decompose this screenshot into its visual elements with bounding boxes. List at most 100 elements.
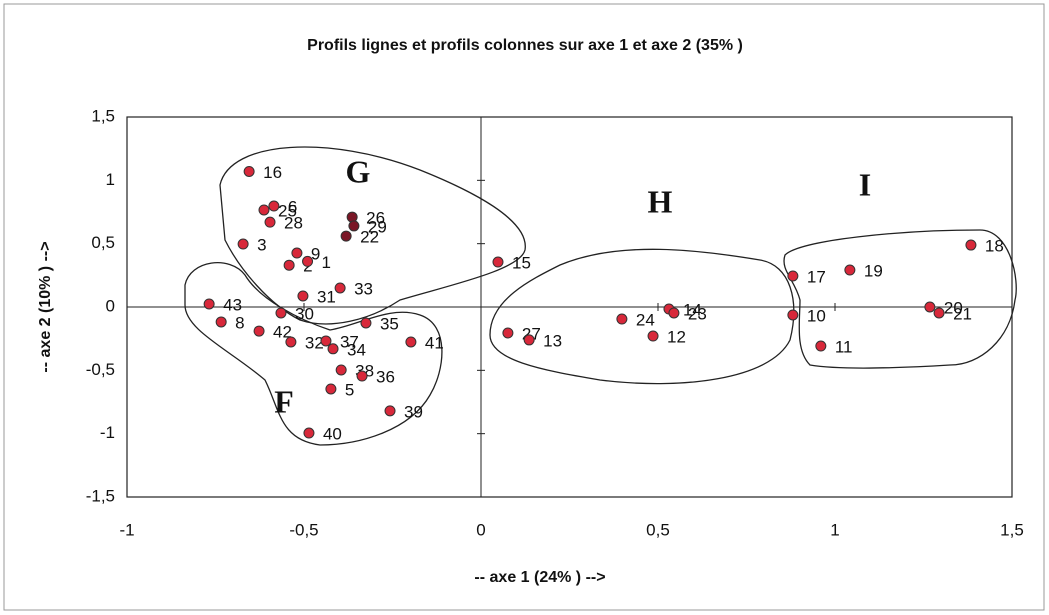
point-label: 23	[688, 304, 707, 323]
point	[360, 317, 372, 329]
chart-title: Profils lignes et profils colonnes sur a…	[307, 37, 743, 54]
point-label: 6	[288, 198, 297, 217]
point-label: 24	[636, 311, 655, 330]
x-tick-label: -0,5	[289, 520, 318, 539]
point	[933, 307, 945, 319]
x-axis-label: -- axe 1 (24% ) -->	[474, 569, 605, 586]
point-label: 41	[425, 333, 444, 352]
group-outline	[783, 229, 1017, 369]
point	[325, 383, 337, 395]
point	[237, 238, 249, 250]
point	[616, 313, 628, 325]
point	[492, 256, 504, 268]
group-label: F	[274, 383, 294, 419]
point-label: 19	[864, 261, 883, 280]
point	[297, 290, 309, 302]
group-outline	[489, 248, 795, 385]
point	[346, 211, 358, 223]
point-label: 36	[376, 368, 395, 387]
point	[334, 282, 346, 294]
group-label: H	[648, 183, 673, 219]
point-label: 42	[273, 323, 292, 342]
point	[384, 405, 396, 417]
point-label: 20	[944, 298, 963, 317]
group-label: I	[859, 166, 871, 202]
point	[302, 255, 314, 267]
point	[320, 335, 332, 347]
y-tick-label: 1,5	[91, 106, 115, 125]
point-label: 16	[263, 163, 282, 182]
y-tick-label: 0,5	[91, 233, 115, 252]
point	[348, 220, 360, 232]
point	[965, 239, 977, 251]
point	[647, 330, 659, 342]
point-label: 21	[953, 304, 972, 323]
point	[268, 200, 280, 212]
point	[844, 264, 856, 276]
point	[340, 230, 352, 242]
point-label: 34	[347, 340, 366, 359]
point-label: 14	[683, 301, 702, 320]
point	[258, 204, 270, 216]
point	[787, 309, 799, 321]
point	[668, 307, 680, 319]
point-label: 18	[985, 237, 1004, 256]
y-tick-label: 1	[106, 170, 115, 189]
point	[275, 307, 287, 319]
point-label: 3	[257, 236, 266, 255]
y-tick-label: -1	[100, 423, 115, 442]
group-outline	[184, 262, 443, 446]
y-tick-label: -1,5	[86, 486, 115, 505]
point-label: 37	[340, 332, 359, 351]
point	[203, 298, 215, 310]
point-label: 15	[512, 254, 531, 273]
point-label: 39	[404, 402, 423, 421]
point	[924, 301, 936, 313]
y-axis-label: -- axe 2 (10% ) -->	[37, 241, 54, 372]
point-label: 10	[807, 306, 826, 325]
point	[285, 336, 297, 348]
y-tick-label: 0	[106, 296, 115, 315]
point-label: 31	[317, 287, 336, 306]
point-label: 29	[368, 217, 387, 236]
point	[815, 340, 827, 352]
point-label: 17	[807, 267, 826, 286]
group-label: G	[346, 153, 371, 189]
x-tick-label: 1,5	[1000, 520, 1024, 539]
point	[253, 325, 265, 337]
x-tick-label: -1	[119, 520, 134, 539]
y-tick-label: -0,5	[86, 360, 115, 379]
point-label: 12	[667, 327, 686, 346]
point	[215, 316, 227, 328]
point-label: 9	[311, 245, 320, 264]
point	[356, 370, 368, 382]
point-label: 32	[305, 333, 324, 352]
point	[502, 327, 514, 339]
point-label: 43	[223, 295, 242, 314]
point	[291, 247, 303, 259]
point-label: 5	[345, 380, 354, 399]
group-outline	[219, 146, 526, 325]
point-label: 30	[295, 304, 314, 323]
point-label: 25	[278, 201, 297, 220]
point-label: 33	[354, 279, 373, 298]
point-label: 13	[543, 331, 562, 350]
point	[283, 259, 295, 271]
point	[264, 216, 276, 228]
point-label: 1	[322, 253, 331, 272]
point-label: 26	[366, 209, 385, 228]
x-tick-label: 0,5	[646, 520, 670, 539]
point-label: 22	[360, 228, 379, 247]
point	[523, 334, 535, 346]
point-label: 11	[835, 337, 853, 356]
point-label: 35	[380, 314, 399, 333]
point-label: 8	[235, 313, 244, 332]
point	[335, 364, 347, 376]
x-tick-label: 1	[830, 520, 839, 539]
point	[327, 343, 339, 355]
point	[787, 270, 799, 282]
point	[243, 165, 255, 177]
point-label: 28	[284, 214, 303, 233]
point	[405, 336, 417, 348]
